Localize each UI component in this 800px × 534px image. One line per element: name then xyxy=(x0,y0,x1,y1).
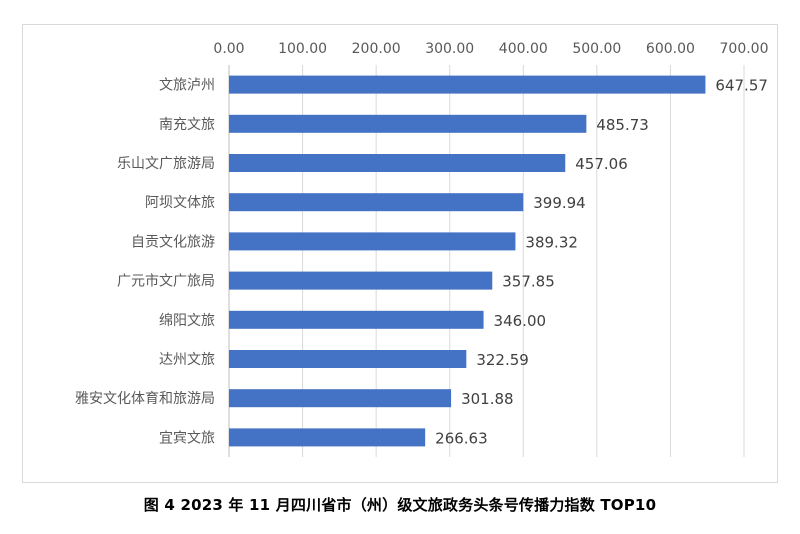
bar xyxy=(229,114,587,133)
x-tick-label: 700.00 xyxy=(720,41,769,57)
data-label: 647.57 xyxy=(715,77,768,95)
figure-caption: 图 4 2023 年 11 月四川省市（州）级文旅政务头条号传播力指数 TOP1… xyxy=(143,496,657,514)
category-label: 自贡文化旅游 xyxy=(131,234,215,250)
x-tick-label: 400.00 xyxy=(499,41,548,57)
category-label: 阿坝文体旅 xyxy=(145,195,215,211)
bar xyxy=(229,154,566,172)
x-tick-label: 300.00 xyxy=(425,41,474,57)
data-label: 266.63 xyxy=(435,429,488,447)
bar xyxy=(229,75,706,94)
x-tick-label: 0.00 xyxy=(213,41,244,57)
data-labels: 647.57 485.73 457.06 399.94 389.32 357.85 346.… xyxy=(435,77,768,448)
category-label: 文旅泸州 xyxy=(159,78,215,94)
data-label: 346.00 xyxy=(494,312,547,330)
data-label: 389.32 xyxy=(525,233,578,251)
bars xyxy=(229,75,706,447)
bar xyxy=(229,350,467,368)
data-label: 457.06 xyxy=(575,155,628,173)
category-label: 乐山文广旅游局 xyxy=(117,156,215,172)
data-label: 485.73 xyxy=(596,116,649,134)
bar xyxy=(229,271,493,290)
category-label: 雅安文化体育和旅游局 xyxy=(75,391,215,407)
data-label: 301.88 xyxy=(461,390,513,408)
category-label: 宜宾文旅 xyxy=(159,430,215,446)
bar xyxy=(229,389,452,408)
x-axis-ticks: 0.00 100.00 200.00 300.00 400.00 500.00 600.00… xyxy=(213,41,768,57)
category-label: 广元市文广旅局 xyxy=(117,273,215,290)
bar-chart: 0.00 100.00 200.00 300.00 400.00 500.00 600.00… xyxy=(75,41,769,457)
x-tick-label: 600.00 xyxy=(646,41,695,57)
data-label: 322.59 xyxy=(476,351,529,369)
category-label: 南充文旅 xyxy=(159,117,215,133)
x-tick-label: 500.00 xyxy=(572,41,621,57)
data-label: 357.85 xyxy=(502,273,555,291)
x-tick-label: 200.00 xyxy=(352,41,401,57)
category-label: 达州文旅 xyxy=(159,352,215,368)
bar xyxy=(229,428,426,447)
bar xyxy=(229,310,484,329)
data-label: 399.94 xyxy=(533,194,586,212)
category-labels: 文旅泸州南充文旅乐山文广旅游局阿坝文体旅自贡文化旅游广元市文广旅局绵阳文旅达州文… xyxy=(75,78,215,447)
bar xyxy=(229,232,516,251)
x-tick-label: 100.00 xyxy=(278,41,327,57)
bar xyxy=(229,193,524,212)
category-label: 绵阳文旅 xyxy=(159,312,215,329)
chart-frame: 0.00 100.00 200.00 300.00 400.00 500.00 600.00… xyxy=(22,24,778,483)
